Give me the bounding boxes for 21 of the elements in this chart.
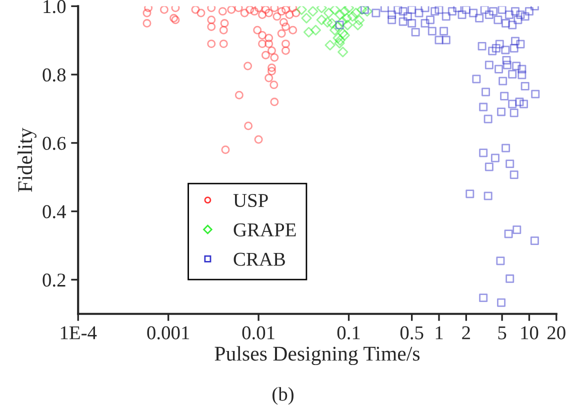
x-tick-label: 10 <box>521 326 538 340</box>
y-tick-label: 0.2 <box>42 274 66 287</box>
y-tick-label: 0.8 <box>42 68 66 82</box>
x-tick-label: 5 <box>498 326 506 340</box>
legend-label: USP <box>233 194 268 208</box>
y-axis-title: Fidelity <box>17 128 36 192</box>
y-tick-label: 0.4 <box>42 205 66 218</box>
x-tick-label: 0.5 <box>400 326 424 340</box>
legend-label: CRAB <box>234 252 285 266</box>
text: (b) <box>272 387 294 405</box>
x-tick-label: 0.001 <box>147 326 190 340</box>
y-tick-label: 1.0 <box>44 0 66 14</box>
x-tick-label: 0.1 <box>337 326 360 340</box>
x-tick-label: 1E-4 <box>60 326 97 340</box>
x-tick-label: 20 <box>548 326 566 340</box>
legend-label: GRAPE <box>234 223 296 236</box>
x-axis-title: Pulses Designing Time/s <box>214 346 420 366</box>
y-tick-label: 0.6 <box>42 136 66 150</box>
x-tick-label: 1 <box>436 326 443 340</box>
x-tick-label: 0.01 <box>242 326 274 340</box>
x-tick-label: 2 <box>462 326 470 340</box>
